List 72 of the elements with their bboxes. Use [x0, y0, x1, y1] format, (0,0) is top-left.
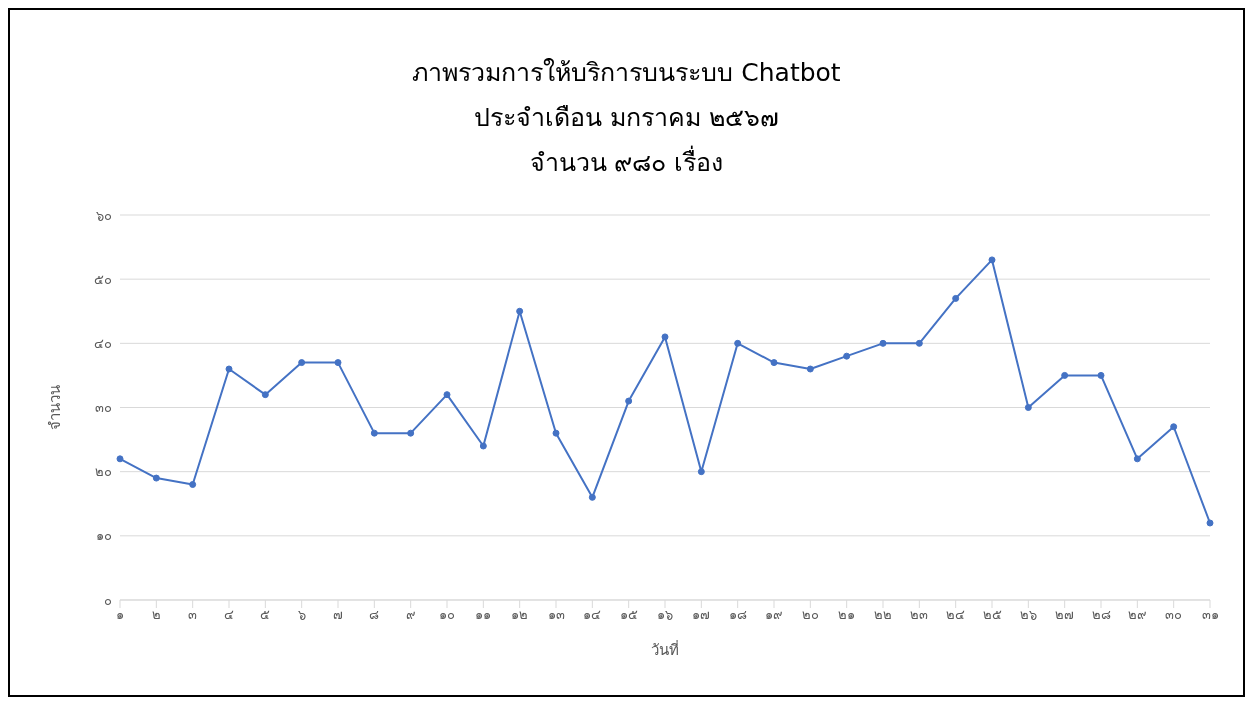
point: [1061, 371, 1069, 379]
point: [661, 333, 669, 341]
x-tick-label: ๗: [333, 607, 343, 623]
x-tick-label: ๑๐: [439, 607, 455, 623]
point: [225, 365, 233, 373]
y-axis-title: จำนวน: [46, 385, 65, 430]
x-tick-label: ๙: [405, 607, 416, 623]
chart-title: ภาพรวมการให้บริการบนระบบ Chatbot ประจำเดือน มกราคม ๒๕๖๗ จำนวน ๙๘๐ เรื่อง: [411, 57, 842, 179]
x-tick-label: ๑: [116, 607, 124, 623]
x-tick-label: ๑๔: [583, 607, 602, 623]
point: [588, 493, 596, 501]
point: [1024, 404, 1032, 411]
point: [116, 455, 124, 463]
point: [770, 359, 778, 367]
point: [152, 474, 160, 482]
point: [1097, 371, 1105, 379]
x-tick-label: ๕: [260, 607, 271, 623]
y-tick-label: ๐: [104, 592, 112, 608]
x-tick-label: ๓: [188, 607, 198, 623]
x-tick-label: ๖: [297, 607, 306, 623]
x-tick-label: ๑๘: [728, 607, 747, 623]
point: [1206, 519, 1214, 527]
x-tick-label: ๔: [224, 607, 234, 623]
x-tick-label: ๒๑: [838, 607, 856, 623]
point: [1170, 423, 1178, 431]
point: [806, 365, 814, 373]
point: [843, 352, 851, 360]
point: [407, 429, 415, 437]
point: [952, 294, 960, 302]
point: [625, 397, 633, 405]
x-tick-label: ๘: [369, 607, 380, 623]
y-tick-label: ๖๐: [96, 207, 112, 223]
x-tick-label: ๒๔: [946, 607, 966, 623]
x-tick-label: ๓๑: [1201, 607, 1219, 623]
point: [734, 339, 742, 347]
point: [334, 359, 342, 367]
y-tick-label: ๒๐: [95, 464, 112, 480]
x-tick-label: ๑๗: [692, 607, 711, 623]
point: [370, 429, 378, 437]
point: [516, 307, 524, 315]
point: [479, 442, 487, 450]
point: [915, 339, 923, 347]
point: [879, 339, 887, 347]
x-tick-label: ๒๕: [982, 607, 1002, 623]
point: [552, 429, 560, 437]
x-tick-label: ๑๙: [765, 607, 783, 623]
x-tick-label: ๒๒: [874, 607, 892, 623]
y-tick-label: ๓๐: [95, 400, 112, 416]
x-tick-label: ๑๓: [547, 607, 565, 623]
point: [697, 468, 705, 476]
x-tick-label: ๑๒: [511, 607, 529, 623]
y-tick-label: ๑๐: [96, 528, 112, 544]
x-axis-title: วันที่: [651, 639, 679, 659]
y-tick-label: ๔๐: [94, 335, 112, 351]
x-tick-label: ๒: [151, 607, 161, 623]
x-tick-label: ๒๖: [1019, 607, 1037, 623]
point: [988, 256, 996, 264]
x-tick-label: ๓๐: [1165, 607, 1183, 623]
point: [261, 391, 269, 399]
x-tick-label: ๒๓: [910, 607, 929, 623]
y-tick-label: ๕๐: [94, 271, 112, 287]
point: [298, 359, 306, 367]
x-tick-label: ๑๖: [657, 607, 673, 623]
point: [1133, 455, 1141, 463]
x-tick-label: ๒๗: [1055, 607, 1075, 623]
x-tick-label: ๑๕: [619, 607, 638, 623]
x-tick-label: ๑๑: [475, 607, 492, 623]
point: [189, 481, 197, 488]
x-tick-label: ๒๐: [801, 607, 819, 623]
point: [443, 391, 451, 399]
x-tick-label: ๒๙: [1127, 607, 1147, 623]
x-tick-label: ๒๘: [1091, 607, 1111, 623]
